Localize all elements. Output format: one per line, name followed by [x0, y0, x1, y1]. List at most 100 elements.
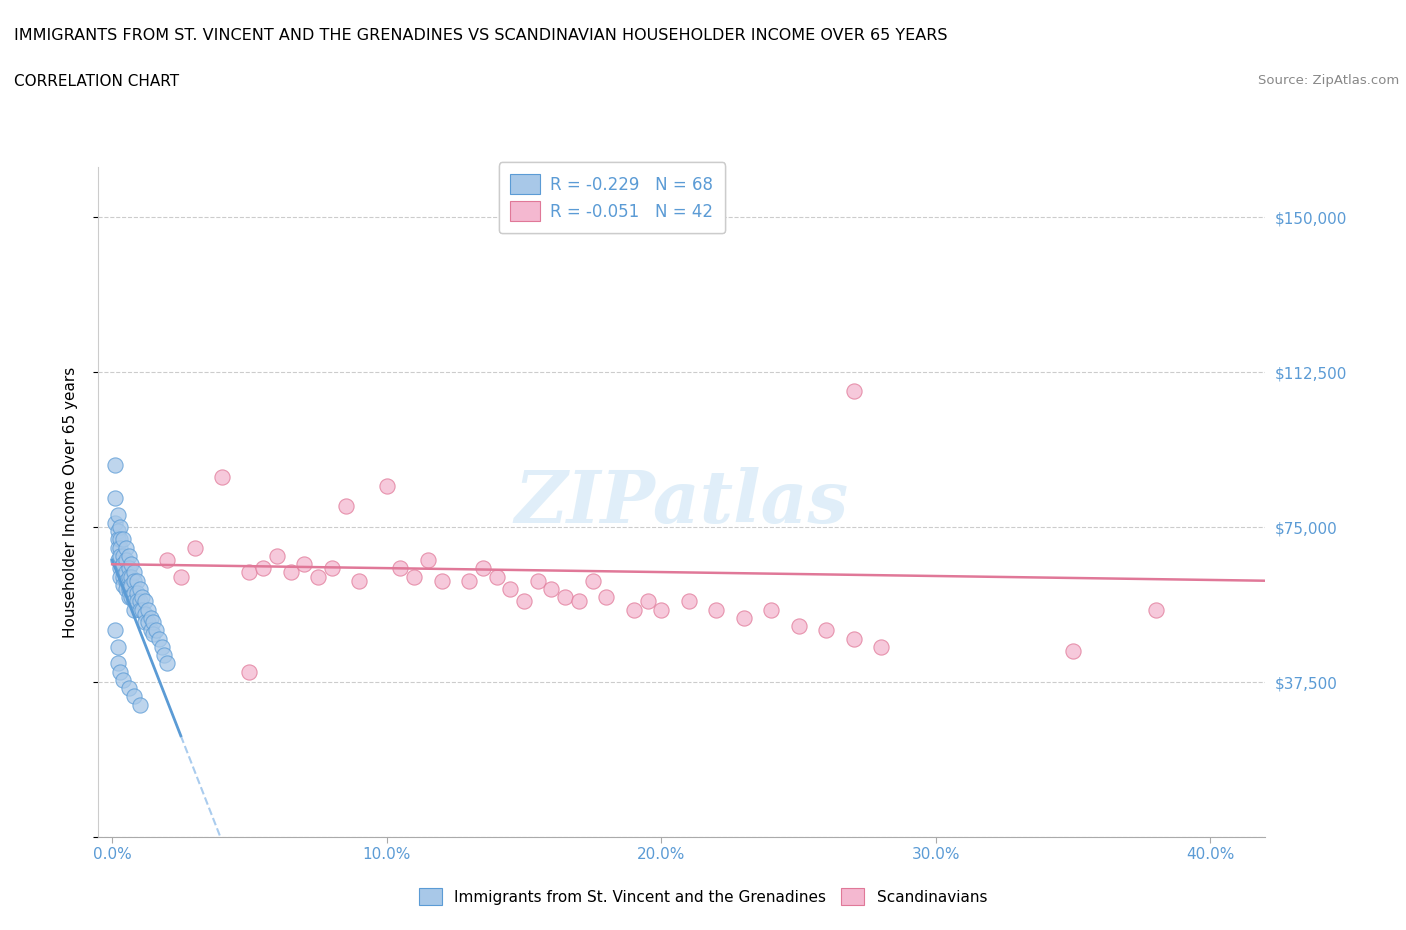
Point: [704, 603, 727, 618]
Point: [389, 561, 412, 576]
Point: [678, 594, 700, 609]
Point: [120, 590, 142, 604]
Point: [120, 569, 142, 584]
Point: [280, 565, 302, 580]
Point: [110, 532, 132, 547]
Point: [115, 565, 138, 580]
Point: [156, 552, 179, 567]
Point: [416, 552, 439, 567]
Point: [122, 689, 145, 704]
Point: [349, 573, 371, 588]
Point: [148, 631, 170, 646]
Point: [238, 664, 260, 679]
Point: [815, 623, 838, 638]
Point: [112, 578, 135, 592]
Point: [1062, 644, 1084, 658]
Point: [142, 627, 165, 642]
Point: [142, 615, 165, 630]
Legend: Immigrants from St. Vincent and the Grenadines, Scandinavians: Immigrants from St. Vincent and the Gren…: [412, 880, 994, 913]
Point: [128, 603, 150, 618]
Point: [266, 549, 288, 564]
Point: [183, 540, 205, 555]
Point: [787, 618, 810, 633]
Point: [112, 532, 135, 547]
Point: [125, 573, 148, 588]
Text: Source: ZipAtlas.com: Source: ZipAtlas.com: [1258, 74, 1399, 87]
Point: [131, 603, 153, 618]
Point: [107, 552, 129, 567]
Point: [404, 569, 426, 584]
Point: [595, 590, 617, 604]
Point: [115, 573, 138, 588]
Point: [117, 561, 139, 576]
Point: [112, 557, 135, 572]
Point: [554, 590, 576, 604]
Point: [117, 581, 139, 596]
Point: [211, 470, 233, 485]
Point: [117, 681, 139, 696]
Point: [122, 603, 145, 618]
Point: [375, 478, 398, 493]
Point: [650, 603, 672, 618]
Point: [104, 515, 127, 530]
Point: [139, 623, 162, 638]
Point: [122, 565, 145, 580]
Point: [134, 606, 156, 621]
Point: [128, 594, 150, 609]
Point: [128, 698, 150, 712]
Point: [568, 594, 591, 609]
Point: [485, 569, 508, 584]
Point: [623, 603, 645, 618]
Point: [1144, 603, 1167, 618]
Point: [125, 594, 148, 609]
Point: [115, 552, 138, 567]
Point: [128, 581, 150, 596]
Point: [112, 672, 135, 687]
Point: [540, 581, 562, 596]
Point: [107, 656, 129, 671]
Point: [335, 498, 357, 513]
Point: [107, 640, 129, 655]
Point: [842, 631, 865, 646]
Point: [110, 569, 132, 584]
Point: [115, 581, 138, 596]
Point: [104, 458, 127, 472]
Point: [112, 569, 135, 584]
Point: [110, 520, 132, 535]
Point: [107, 540, 129, 555]
Point: [292, 557, 315, 572]
Text: ZIPatlas: ZIPatlas: [515, 467, 849, 538]
Point: [110, 549, 132, 564]
Point: [136, 603, 159, 618]
Point: [759, 603, 782, 618]
Point: [134, 594, 156, 609]
Text: IMMIGRANTS FROM ST. VINCENT AND THE GRENADINES VS SCANDINAVIAN HOUSEHOLDER INCOM: IMMIGRANTS FROM ST. VINCENT AND THE GREN…: [14, 28, 948, 43]
Point: [110, 540, 132, 555]
Point: [117, 590, 139, 604]
Point: [156, 656, 179, 671]
Point: [120, 578, 142, 592]
Point: [117, 549, 139, 564]
Point: [513, 594, 536, 609]
Point: [136, 615, 159, 630]
Point: [125, 586, 148, 601]
Point: [637, 594, 659, 609]
Point: [150, 640, 173, 655]
Point: [870, 640, 893, 655]
Point: [145, 623, 167, 638]
Point: [170, 569, 193, 584]
Point: [471, 561, 494, 576]
Point: [139, 610, 162, 625]
Point: [122, 586, 145, 601]
Point: [112, 549, 135, 564]
Point: [134, 615, 156, 630]
Point: [307, 569, 329, 584]
Point: [110, 561, 132, 576]
Text: CORRELATION CHART: CORRELATION CHART: [14, 74, 179, 89]
Point: [499, 581, 522, 596]
Point: [120, 557, 142, 572]
Legend: R = -0.229   N = 68, R = -0.051   N = 42: R = -0.229 N = 68, R = -0.051 N = 42: [499, 163, 725, 233]
Point: [117, 569, 139, 584]
Point: [107, 507, 129, 522]
Point: [131, 590, 153, 604]
